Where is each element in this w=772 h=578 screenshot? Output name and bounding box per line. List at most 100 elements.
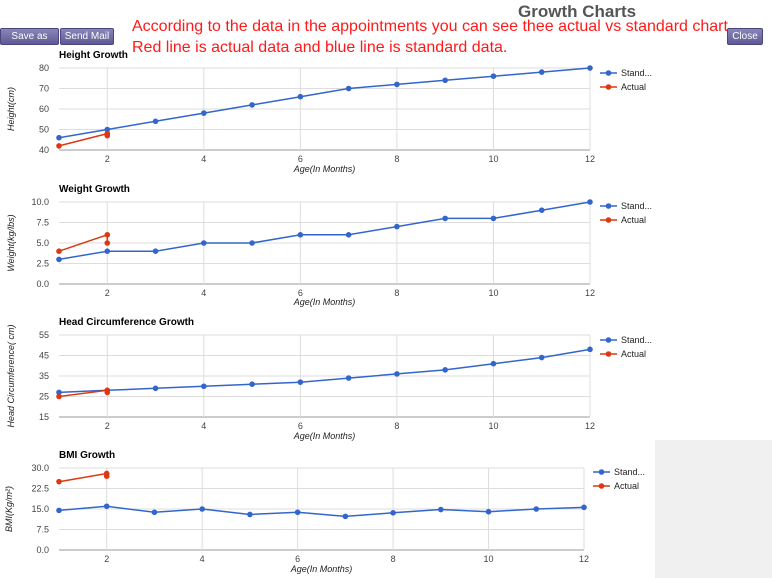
page-title: Growth Charts: [518, 2, 637, 21]
data-point-standard: [581, 504, 587, 511]
x-tick-label: 6: [298, 421, 303, 431]
x-tick-label: 2: [105, 154, 110, 164]
x-tick-label: 10: [488, 288, 498, 298]
chart-title: Weight Growth: [59, 184, 130, 195]
data-point-standard: [247, 511, 253, 518]
legend-marker: [605, 217, 612, 223]
data-point-actual: [56, 143, 62, 149]
data-point-standard: [587, 199, 593, 205]
chart-title: Height Growth: [59, 50, 128, 61]
close-button[interactable]: Close: [727, 28, 763, 45]
legend-marker: [605, 70, 612, 76]
data-point-standard: [442, 367, 448, 373]
data-point-standard: [538, 69, 545, 75]
x-tick-label: 8: [391, 554, 396, 564]
data-point-standard: [490, 360, 497, 367]
y-tick-label: 10.0: [31, 197, 49, 207]
data-point-standard: [538, 207, 545, 213]
y-tick-label: 40: [39, 145, 49, 155]
data-point-actual: [103, 473, 110, 479]
y-tick-label: 45: [39, 351, 49, 361]
toolbar: Save as PDF Send Mail Growth Charts Acco…: [0, 0, 772, 57]
send-mail-button[interactable]: Send Mail: [60, 28, 114, 45]
weight-growth-chart: Weight Growth 0.0 2.5 5.0 7.5 10.0 2 4 6 8 10 12 Age…: [6, 184, 652, 307]
data-point-standard: [345, 375, 352, 381]
data-point-standard: [297, 93, 304, 100]
data-point-standard: [104, 126, 111, 133]
data-point-standard: [56, 134, 62, 141]
x-axis-label: Age(In Months): [293, 164, 356, 174]
data-point-standard: [438, 506, 444, 513]
height-growth-chart: Height Growth 40 50 60 70 80 2 4 6 8 10 12 Age(In Mo…: [6, 50, 652, 174]
x-tick-label: 6: [298, 154, 303, 164]
y-tick-label: 35: [39, 371, 49, 381]
data-point-standard: [345, 85, 352, 92]
data-point-standard: [201, 240, 207, 246]
data-point-standard: [152, 385, 159, 392]
x-tick-label: 6: [298, 288, 303, 298]
x-tick-label: 8: [394, 154, 399, 164]
x-tick-label: 4: [201, 154, 206, 164]
head-circumference-growth-chart: Head Circumference Growth 15 25 35 45 55 2 4 6 8 1…: [6, 317, 652, 441]
data-point-actual: [104, 132, 111, 139]
x-tick-label: 2: [105, 421, 110, 431]
y-axis-label: BMI(Kg/m²): [4, 486, 14, 532]
x-axis-label: Age(In Months): [290, 564, 353, 574]
y-axis-label: Head Circumference( cm): [6, 324, 16, 427]
series-line-standard: [58, 505, 585, 518]
x-tick-label: 12: [585, 288, 595, 298]
y-tick-label: 60: [39, 104, 49, 114]
data-point-standard: [442, 77, 448, 84]
x-tick-label: 10: [488, 421, 498, 431]
save-as-pdf-button[interactable]: Save as PDF: [0, 28, 59, 57]
bmi-growth-chart: BMI Growth 0.0 7.5 15.0 22.5 30.0 2 4 6 8 10 12 Age(…: [4, 450, 645, 574]
data-point-standard: [345, 232, 352, 238]
data-point-standard: [56, 389, 62, 396]
data-point-standard: [201, 383, 207, 390]
legend-marker: [605, 84, 612, 90]
y-tick-label: 70: [39, 84, 49, 94]
data-point-standard: [152, 248, 159, 254]
y-tick-label: 22.5: [31, 484, 49, 494]
data-point-standard: [294, 509, 301, 516]
data-point-actual: [104, 389, 111, 396]
x-tick-label: 12: [585, 154, 595, 164]
x-tick-label: 4: [201, 421, 206, 431]
legend-label: Stand...: [614, 467, 645, 477]
data-point-standard: [442, 215, 448, 222]
data-point-standard: [490, 73, 497, 79]
series-line-standard: [58, 67, 591, 139]
x-tick-label: 12: [579, 554, 589, 564]
y-tick-label: 2.5: [36, 259, 49, 269]
x-tick-label: 8: [394, 421, 399, 431]
data-point-standard: [587, 65, 593, 71]
data-point-actual: [104, 240, 111, 246]
y-axis-label: Weight(kg/lbs): [6, 214, 16, 271]
data-point-standard: [249, 102, 255, 108]
bmi-legend-background: [655, 440, 772, 578]
legend-label: Stand...: [621, 201, 652, 211]
legend-label: Actual: [621, 215, 646, 225]
legend-label: Actual: [614, 481, 639, 491]
y-tick-label: 15.0: [31, 504, 49, 514]
data-point-standard: [533, 506, 540, 512]
x-tick-label: 10: [488, 154, 498, 164]
data-point-standard: [587, 346, 593, 353]
chart-title: Head Circumference Growth: [59, 317, 194, 328]
x-tick-label: 6: [295, 554, 300, 564]
chart-title: BMI Growth: [59, 450, 115, 461]
x-tick-label: 8: [394, 288, 399, 298]
legend-marker: [598, 483, 605, 489]
data-point-standard: [56, 256, 62, 263]
legend-marker: [605, 351, 612, 357]
x-axis-label: Age(In Months): [293, 431, 356, 441]
y-tick-label: 15: [39, 412, 49, 422]
y-tick-label: 7.5: [36, 525, 49, 535]
x-tick-label: 4: [200, 554, 205, 564]
legend-marker: [605, 337, 612, 343]
x-axis-label: Age(In Months): [293, 297, 356, 307]
data-point-actual: [56, 248, 62, 254]
data-point-standard: [151, 509, 158, 516]
data-point-standard: [152, 118, 159, 125]
data-point-standard: [394, 223, 400, 230]
